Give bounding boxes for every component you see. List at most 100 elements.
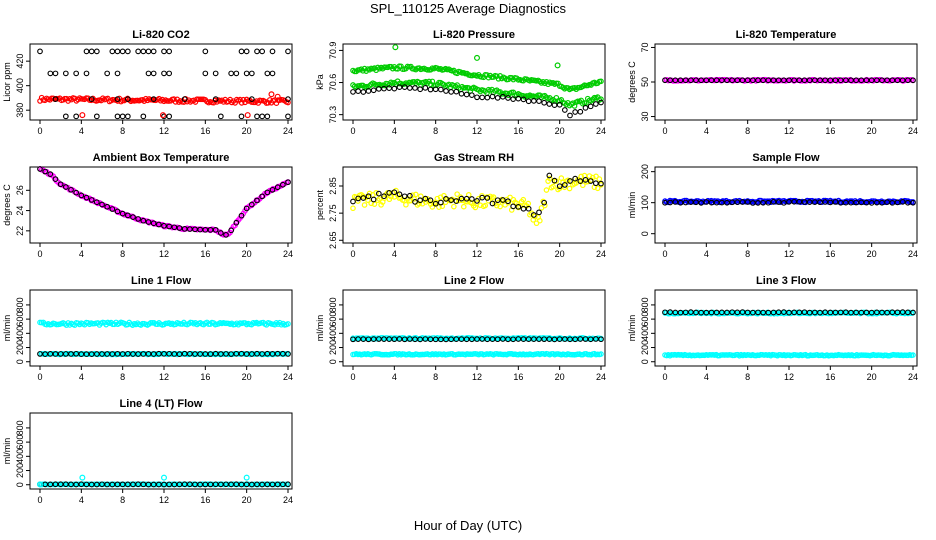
data-point [770, 77, 777, 84]
y-axis-label: degrees C [2, 184, 12, 226]
data-point [832, 77, 839, 84]
data-point [269, 48, 276, 55]
panel-5: Gas Stream RH percent 0 4 8 12 16 20 24 2.65 2.75 2… [315, 152, 606, 259]
data-point [412, 199, 418, 205]
data-point [879, 309, 885, 316]
series-green-4 [392, 44, 561, 69]
data-point [412, 336, 418, 343]
data-point [361, 202, 368, 208]
data-point [806, 309, 813, 316]
y-tick-label: 600 [15, 312, 25, 327]
data-point [186, 481, 193, 488]
data-point [259, 351, 266, 357]
data-point [88, 197, 95, 203]
data-point [510, 203, 517, 210]
data-point [145, 219, 152, 225]
series-red-3 [79, 91, 281, 119]
data-point [582, 336, 589, 342]
data-point [161, 222, 167, 229]
data-point [375, 86, 382, 92]
x-tick-label: 8 [433, 249, 438, 259]
y-axis-label: percent [315, 189, 325, 220]
x-tick-label: 24 [283, 249, 293, 259]
data-point [848, 309, 854, 316]
data-point [360, 89, 367, 95]
panel-title: Line 2 Flow [444, 275, 504, 287]
data-point [248, 351, 255, 357]
data-point [197, 226, 204, 233]
data-point [463, 195, 470, 202]
data-point [551, 102, 558, 108]
data-point [36, 481, 43, 488]
data-point [580, 182, 586, 189]
x-tick-label: 16 [513, 249, 523, 259]
data-point [368, 200, 374, 207]
data-point [269, 351, 276, 357]
x-tick-label: 24 [596, 126, 606, 136]
data-point [801, 309, 808, 316]
data-point [119, 351, 126, 357]
data-point [708, 309, 715, 316]
data-point [202, 48, 209, 55]
data-point [238, 113, 245, 120]
data-point [88, 481, 95, 488]
data-point [904, 309, 911, 316]
data-point [775, 199, 782, 205]
y-tick-label: 0 [15, 482, 25, 487]
data-point [796, 309, 803, 316]
series-green-2 [350, 78, 604, 109]
data-point [687, 199, 694, 205]
data-point [269, 186, 276, 193]
data-point [437, 199, 444, 206]
data-point [515, 336, 522, 342]
data-point [264, 481, 271, 488]
data-point [248, 96, 255, 103]
data-point [135, 481, 142, 488]
x-tick-label: 16 [513, 372, 523, 382]
data-point [135, 351, 142, 357]
x-tick-label: 0 [350, 249, 355, 259]
x-tick-label: 12 [159, 249, 169, 259]
data-point [285, 351, 291, 357]
data-point [551, 336, 558, 343]
data-point [93, 113, 100, 120]
data-point [530, 98, 537, 104]
data-point [68, 351, 74, 357]
data-point [391, 336, 398, 343]
x-tick-label: 24 [283, 495, 293, 505]
data-point [479, 194, 486, 201]
y-tick-label: 70.9 [328, 42, 338, 60]
data-point [124, 113, 131, 120]
data-point [381, 336, 387, 342]
data-point [729, 199, 736, 206]
data-point [238, 48, 245, 55]
data-point [373, 189, 379, 196]
data-point [556, 185, 563, 192]
x-tick-label: 4 [704, 249, 709, 259]
data-point [770, 199, 777, 205]
data-point [422, 85, 429, 91]
data-point [755, 309, 761, 316]
x-tick-label: 4 [704, 372, 709, 382]
data-point [381, 85, 387, 92]
x-tick-label: 0 [350, 126, 355, 136]
data-point [780, 199, 787, 206]
y-tick-label: 2.75 [328, 204, 338, 222]
x-tick-label: 20 [555, 126, 565, 136]
data-point [801, 77, 808, 84]
data-point [119, 210, 126, 217]
data-point [718, 309, 725, 316]
data-point [176, 481, 183, 488]
data-point [863, 199, 870, 206]
series-red-1 [37, 94, 291, 107]
y-tick-label: 400 [640, 326, 650, 341]
data-point [150, 351, 157, 357]
data-point [268, 91, 275, 98]
data-point [166, 223, 173, 230]
x-tick-label: 8 [120, 249, 125, 259]
x-tick-label: 16 [200, 249, 210, 259]
y-tick-label: 200 [640, 164, 650, 179]
data-point [458, 90, 465, 97]
data-point [910, 77, 916, 84]
data-point [868, 309, 875, 316]
